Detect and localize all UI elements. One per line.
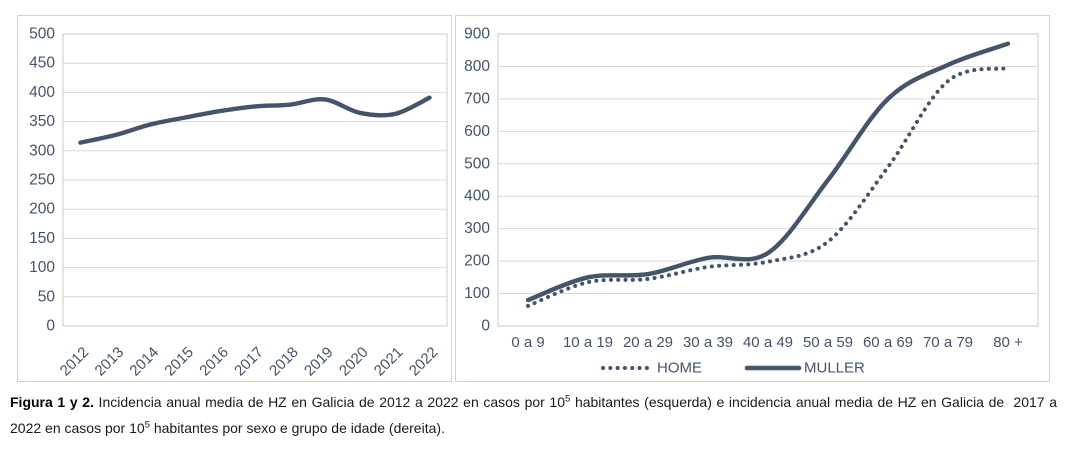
y-tick-label: 900 — [464, 26, 490, 43]
x-tick-label: 2013 — [92, 344, 128, 379]
caption-part1: Incidencia anual media de HZ en Galicia … — [93, 394, 566, 410]
y-tick-label: 150 — [29, 230, 55, 247]
legend-label-home: HOME — [657, 360, 702, 377]
x-tick-label: 2012 — [57, 344, 93, 379]
x-tick-label: 30 a 39 — [683, 334, 733, 351]
x-tick-label: 2022 — [406, 344, 442, 379]
caption-part2: habitantes (esquerda) e incidencia anual… — [10, 394, 1057, 436]
y-tick-label: 250 — [29, 172, 55, 189]
left-chart-panel: 0 50 100 150 200 250 300 350 400 450 500 2012 2013 20… — [17, 15, 452, 382]
x-tick-label: 70 a 79 — [923, 334, 973, 351]
y-tick-label: 0 — [481, 318, 490, 335]
x-tick-label: 2019 — [301, 344, 337, 379]
x-tick-label: 2015 — [161, 344, 197, 379]
y-tick-label: 500 — [464, 155, 490, 172]
legend-label-muller: MULLER — [804, 360, 865, 377]
x-tick-label: 50 a 59 — [803, 334, 853, 351]
muller-line — [525, 41, 1011, 303]
y-tick-label: 100 — [29, 259, 55, 276]
y-tick-label: 300 — [29, 142, 55, 159]
caption-part3: habitantes por sexo e grupo de idade (de… — [149, 420, 445, 436]
y-tick-label: 800 — [464, 58, 490, 75]
x-tick-label: 60 a 69 — [863, 334, 913, 351]
y-tick-label: 500 — [29, 26, 55, 43]
x-tick-label: 40 a 49 — [743, 334, 793, 351]
caption-superscript-1: 5 — [565, 393, 571, 405]
caption-label: Figura 1 y 2. — [10, 394, 94, 410]
plot-border — [62, 33, 448, 327]
y-tick-label: 300 — [464, 220, 490, 237]
x-tick-label: 2016 — [196, 344, 232, 379]
y-tick-label: 400 — [29, 84, 55, 101]
x-tick-label: 10 a 19 — [563, 334, 613, 351]
x-tick-label: 2014 — [126, 344, 162, 379]
figure-caption: Figura 1 y 2. Incidencia anual media de … — [10, 389, 1057, 441]
x-tick-label: 20 a 29 — [623, 334, 673, 351]
plot-border — [497, 33, 1039, 327]
y-tick-label: 350 — [29, 113, 55, 130]
y-tick-label: 50 — [38, 288, 56, 305]
x-tick-label: 0 a 9 — [511, 334, 544, 351]
y-tick-label: 100 — [464, 285, 490, 302]
y-tick-label: 0 — [46, 318, 55, 335]
y-tick-label: 400 — [464, 188, 490, 205]
right-chart-svg: 0 100 200 300 400 500 600 700 800 900 0 a 9 10 a 19… — [464, 26, 1039, 377]
y-tick-label: 700 — [464, 90, 490, 107]
y-tick-label: 600 — [464, 123, 490, 140]
x-tick-label: 2021 — [371, 344, 407, 379]
series-line — [78, 95, 432, 145]
caption-superscript-2: 5 — [144, 419, 150, 431]
y-tick-label: 450 — [29, 55, 55, 72]
x-tick-label: 2017 — [231, 344, 267, 379]
x-tick-label: 2020 — [336, 344, 372, 379]
right-chart-panel: 0 100 200 300 400 500 600 700 800 900 0 a 9 10 a 19… — [455, 15, 1050, 382]
home-line — [526, 66, 1010, 308]
x-tick-label: 80 + — [993, 334, 1023, 351]
x-tick-label: 2018 — [266, 344, 302, 379]
y-tick-label: 200 — [29, 201, 55, 218]
y-tick-label: 200 — [464, 253, 490, 270]
